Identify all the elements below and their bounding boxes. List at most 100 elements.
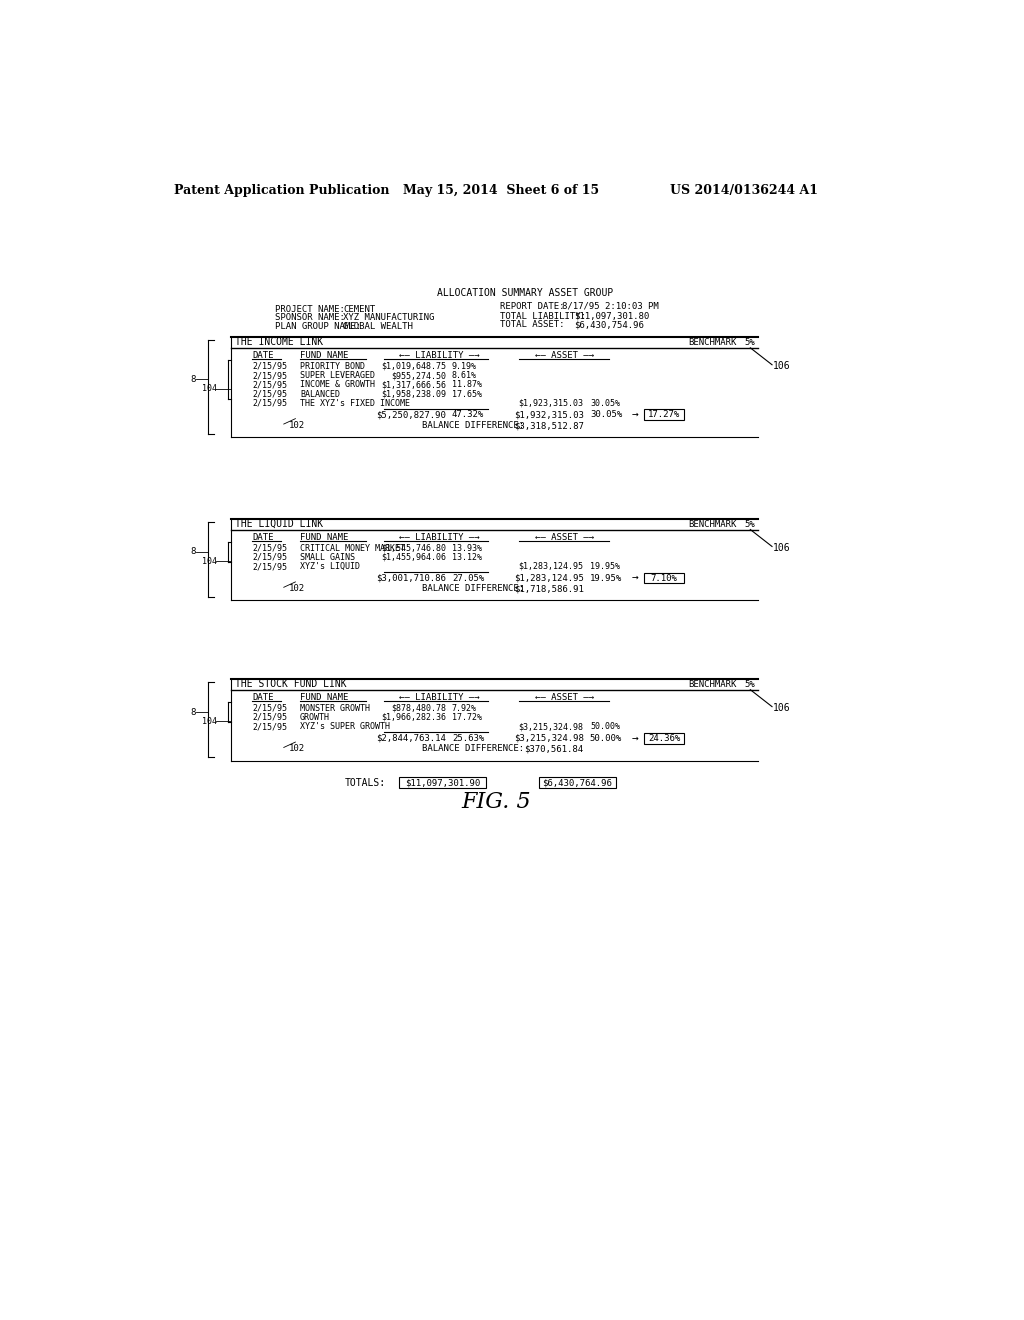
Text: 104: 104 — [203, 384, 217, 393]
Text: 2/15/95: 2/15/95 — [252, 544, 287, 553]
Text: CEMENT: CEMENT — [343, 305, 376, 314]
Text: 7.10%: 7.10% — [651, 574, 678, 582]
Text: $1,718,586.91: $1,718,586.91 — [514, 585, 584, 593]
Text: THE STOCK FUND LINK: THE STOCK FUND LINK — [234, 680, 346, 689]
Text: 102: 102 — [289, 744, 305, 754]
Text: TOTAL LIABILITY:: TOTAL LIABILITY: — [500, 312, 586, 321]
Text: $6,430,764.96: $6,430,764.96 — [543, 779, 612, 787]
Text: ←— ASSET —→: ←— ASSET —→ — [535, 693, 594, 702]
Text: $370,561.84: $370,561.84 — [524, 744, 584, 754]
Text: 50.00%: 50.00% — [590, 722, 620, 731]
Text: 2/15/95: 2/15/95 — [252, 704, 287, 713]
Text: BENCHMARK: BENCHMARK — [688, 520, 736, 528]
Text: $5,250,827.90: $5,250,827.90 — [376, 411, 445, 420]
Text: 25.63%: 25.63% — [452, 734, 484, 743]
Text: SUPER LEVERAGED: SUPER LEVERAGED — [300, 371, 375, 380]
Text: $1,966,282.36: $1,966,282.36 — [381, 713, 445, 722]
Text: →: → — [632, 733, 639, 743]
Text: DATE: DATE — [252, 693, 273, 702]
Text: GROWTH: GROWTH — [300, 713, 330, 722]
Text: REPORT DATE:: REPORT DATE: — [500, 302, 564, 310]
Text: 8: 8 — [190, 548, 196, 556]
Text: 102: 102 — [289, 421, 305, 430]
Text: 106: 106 — [773, 543, 791, 553]
Text: $6,430,754.96: $6,430,754.96 — [574, 321, 644, 329]
Text: $3,318,512.87: $3,318,512.87 — [514, 421, 584, 430]
Text: 5%: 5% — [744, 338, 755, 347]
Text: FUND NAME: FUND NAME — [300, 533, 348, 541]
Text: 2/15/95: 2/15/95 — [252, 562, 287, 572]
Text: ←— ASSET —→: ←— ASSET —→ — [535, 533, 594, 541]
Text: 2/15/95: 2/15/95 — [252, 371, 287, 380]
Text: $1,545,746.80: $1,545,746.80 — [381, 544, 445, 553]
Text: 2/15/95: 2/15/95 — [252, 722, 287, 731]
Text: SPONSOR NAME:: SPONSOR NAME: — [275, 313, 345, 322]
Text: BALANCED: BALANCED — [300, 389, 340, 399]
Text: $11,097,301.80: $11,097,301.80 — [574, 312, 649, 321]
Text: PRIORITY BOND: PRIORITY BOND — [300, 362, 365, 371]
Text: 9.19%: 9.19% — [452, 362, 477, 371]
Text: →: → — [632, 409, 639, 420]
Text: 104: 104 — [203, 557, 217, 565]
Bar — [644, 573, 684, 583]
Text: 50.00%: 50.00% — [590, 734, 623, 743]
Text: $3,001,710.86: $3,001,710.86 — [376, 574, 445, 582]
Text: MONSTER GROWTH: MONSTER GROWTH — [300, 704, 370, 713]
Text: 19.95%: 19.95% — [590, 562, 620, 572]
Text: BENCHMARK: BENCHMARK — [688, 338, 736, 347]
Text: $11,097,301.90: $11,097,301.90 — [406, 779, 480, 787]
Bar — [644, 409, 684, 420]
Text: May 15, 2014  Sheet 6 of 15: May 15, 2014 Sheet 6 of 15 — [403, 185, 599, 197]
Text: $1,283,124.95: $1,283,124.95 — [519, 562, 584, 572]
Text: 5%: 5% — [744, 680, 755, 689]
Text: 8: 8 — [190, 375, 196, 384]
Text: $1,923,315.03: $1,923,315.03 — [519, 399, 584, 408]
Text: 24.36%: 24.36% — [648, 734, 680, 743]
Text: BALANCE DIFFERENCE:: BALANCE DIFFERENCE: — [423, 421, 524, 430]
Text: 30.05%: 30.05% — [590, 399, 620, 408]
Text: 17.27%: 17.27% — [648, 411, 680, 420]
Text: ALLOCATION SUMMARY ASSET GROUP: ALLOCATION SUMMARY ASSET GROUP — [436, 288, 613, 298]
Text: DATE: DATE — [252, 533, 273, 541]
Text: 5%: 5% — [744, 520, 755, 528]
Bar — [399, 777, 486, 788]
Text: $1,317,666.56: $1,317,666.56 — [381, 380, 445, 389]
Text: 8: 8 — [190, 708, 196, 717]
Text: 7.92%: 7.92% — [452, 704, 477, 713]
Text: THE XYZ's FIXED INCOME: THE XYZ's FIXED INCOME — [300, 399, 410, 408]
Text: 17.72%: 17.72% — [452, 713, 482, 722]
Text: FIG. 5: FIG. 5 — [461, 791, 530, 813]
Text: THE INCOME LINK: THE INCOME LINK — [234, 338, 324, 347]
Text: $955,274.50: $955,274.50 — [391, 371, 445, 380]
Text: $3,215,324.98: $3,215,324.98 — [514, 734, 584, 743]
Bar — [539, 777, 616, 788]
Text: 2/15/95: 2/15/95 — [252, 380, 287, 389]
Text: 27.05%: 27.05% — [452, 574, 484, 582]
Text: $878,480.78: $878,480.78 — [391, 704, 445, 713]
Text: BALANCE DIFFERENCE:: BALANCE DIFFERENCE: — [423, 585, 524, 593]
Text: ←— LIABILITY —→: ←— LIABILITY —→ — [399, 693, 480, 702]
Text: THE LIQUID LINK: THE LIQUID LINK — [234, 519, 324, 529]
Text: 19.95%: 19.95% — [590, 574, 623, 582]
Text: 106: 106 — [773, 362, 791, 371]
Text: $1,283,124.95: $1,283,124.95 — [514, 574, 584, 582]
Text: FUND NAME: FUND NAME — [300, 693, 348, 702]
Text: XYZ's LIQUID: XYZ's LIQUID — [300, 562, 360, 572]
Text: 104: 104 — [203, 717, 217, 726]
Text: SMALL GAINS: SMALL GAINS — [300, 553, 355, 562]
Text: 8.61%: 8.61% — [452, 371, 477, 380]
Text: →: → — [632, 573, 639, 583]
Text: PLAN GROUP NAME:: PLAN GROUP NAME: — [275, 322, 361, 331]
Text: 102: 102 — [289, 585, 305, 593]
Text: INCOME & GROWTH: INCOME & GROWTH — [300, 380, 375, 389]
Bar — [644, 733, 684, 743]
Text: $3,215,324.98: $3,215,324.98 — [519, 722, 584, 731]
Text: XYZ's SUPER GROWTH: XYZ's SUPER GROWTH — [300, 722, 390, 731]
Text: $1,019,648.75: $1,019,648.75 — [381, 362, 445, 371]
Text: DATE: DATE — [252, 351, 273, 360]
Text: $1,958,238.09: $1,958,238.09 — [381, 389, 445, 399]
Text: ←— ASSET —→: ←— ASSET —→ — [535, 351, 594, 360]
Text: TOTALS:: TOTALS: — [345, 777, 386, 788]
Text: US 2014/0136244 A1: US 2014/0136244 A1 — [671, 185, 818, 197]
Text: PROJECT NAME:: PROJECT NAME: — [275, 305, 345, 314]
